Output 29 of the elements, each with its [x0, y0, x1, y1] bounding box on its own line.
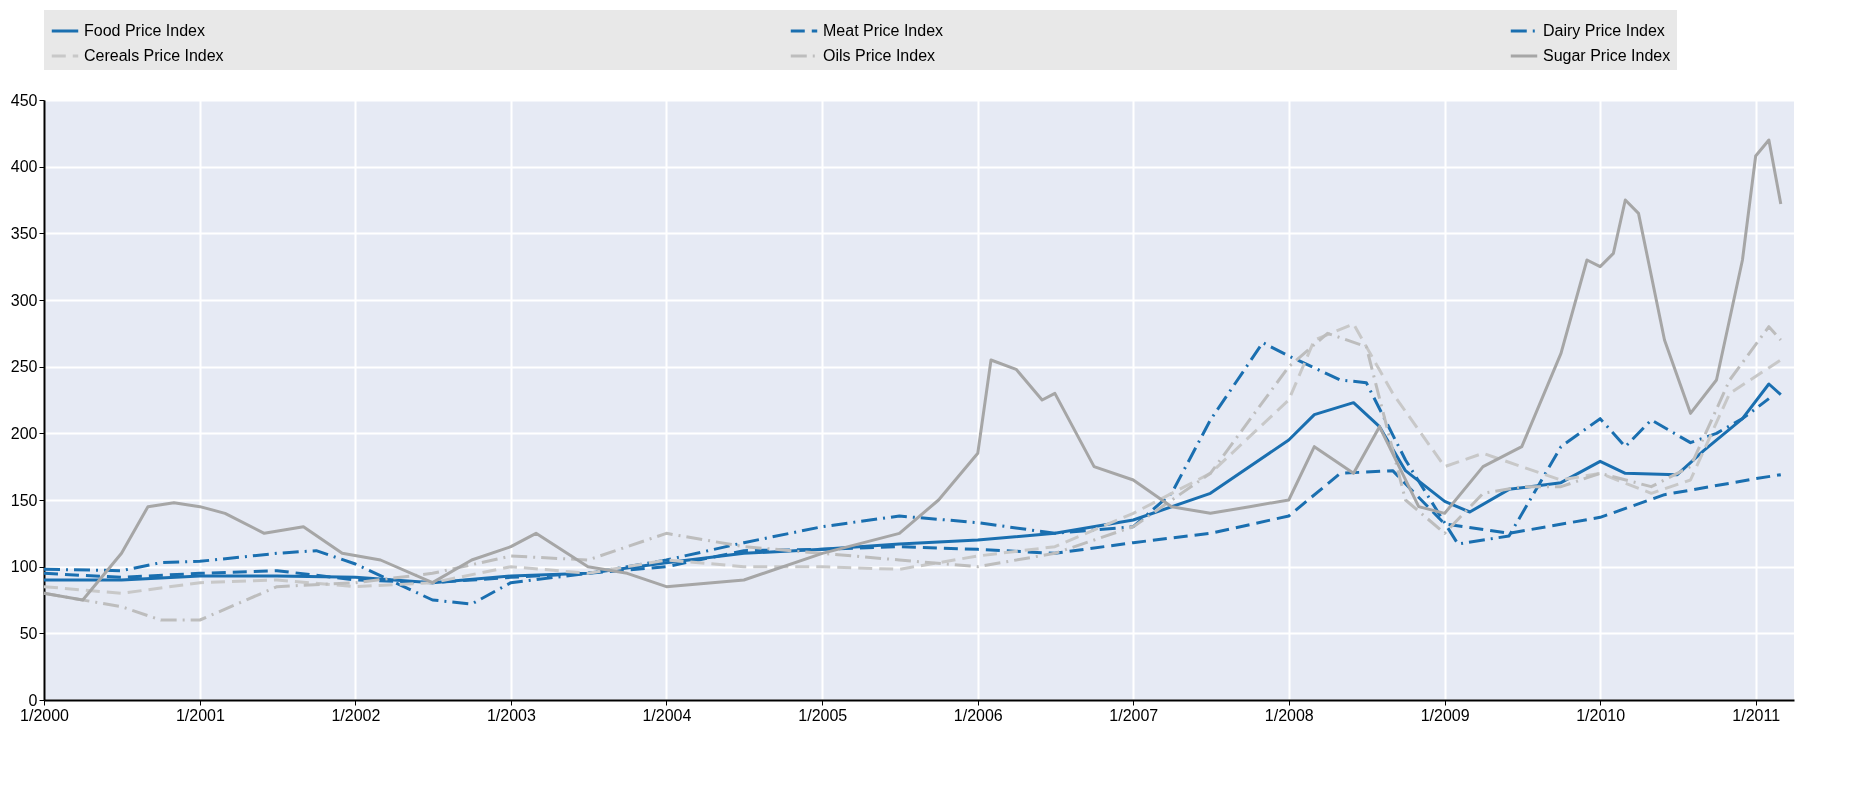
line-series — [42, 138, 1783, 602]
x-tick-label: 1/2006 — [953, 706, 1003, 724]
x-tick-label: 1/2009 — [1420, 706, 1470, 724]
y-tick-label: 100 — [10, 558, 38, 576]
legend-label: Oils Price Index — [823, 47, 936, 64]
y-tick-label: 50 — [19, 624, 38, 642]
x-tick-label: 1/2010 — [1576, 706, 1626, 724]
x-tick-label: 1/2007 — [1109, 706, 1159, 724]
x-tick-label: 1/2004 — [642, 706, 692, 724]
x-tick-label: 1/2000 — [20, 706, 70, 724]
x-tick-label: 1/2011 — [1732, 706, 1781, 724]
legend-label: Dairy Price Index — [1543, 22, 1665, 39]
y-tick-label: 0 — [28, 691, 38, 709]
legend-label: Food Price Index — [84, 22, 205, 39]
x-tick-label: 1/2001 — [175, 706, 225, 724]
y-tick-label: 450 — [10, 91, 38, 109]
x-tick-label: 1/2003 — [486, 706, 536, 724]
y-tick-label: 150 — [10, 491, 38, 509]
y-tick-label: 350 — [10, 224, 38, 242]
x-tick-label: 1/2005 — [798, 706, 848, 724]
legend-label: Meat Price Index — [823, 22, 944, 39]
legend-label: Cereals Price Index — [84, 47, 224, 64]
y-tick-label: 200 — [10, 424, 38, 442]
y-tick-label: 250 — [10, 358, 38, 376]
y-tick-label: 400 — [10, 158, 38, 176]
y-tick-label: 300 — [10, 291, 38, 309]
legend-label: Sugar Price Index — [1543, 47, 1671, 64]
x-tick-label: 1/2008 — [1264, 706, 1314, 724]
x-tick-label: 1/2002 — [331, 706, 381, 724]
